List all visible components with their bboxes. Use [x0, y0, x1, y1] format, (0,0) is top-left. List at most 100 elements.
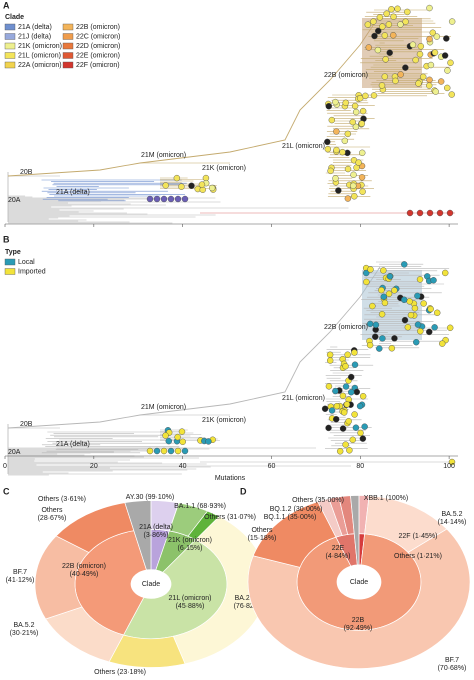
tip — [162, 432, 169, 439]
label-name: Others — [38, 496, 60, 503]
label-name: BF.7 — [445, 657, 459, 664]
legend-title: Clade — [5, 14, 24, 21]
tip — [339, 148, 346, 156]
tip — [351, 349, 358, 356]
tip — [401, 316, 409, 324]
tip — [324, 145, 332, 153]
label-value: (68·93%) — [197, 503, 226, 510]
legend-label: 22E (omicron) — [76, 52, 120, 59]
tip — [352, 424, 360, 431]
panel-label: B — [3, 234, 10, 244]
tip — [372, 321, 380, 329]
tip — [443, 35, 450, 42]
label-value: (76·82%) — [234, 603, 263, 610]
legend-label: 21K (omicron) — [18, 43, 62, 50]
tip — [321, 405, 329, 412]
tip — [367, 266, 374, 273]
legend-swatch — [62, 33, 74, 40]
tip — [364, 21, 372, 28]
tip — [446, 209, 454, 217]
tip — [385, 290, 393, 298]
tip — [414, 321, 422, 328]
tip — [346, 447, 353, 454]
tip — [388, 345, 396, 352]
tip — [431, 324, 438, 331]
backbone — [7, 14, 381, 177]
label-name: Others — [394, 553, 416, 560]
tip — [402, 18, 409, 25]
tip — [363, 278, 370, 286]
tip — [324, 138, 331, 146]
clade-label: 21L (omicron) — [282, 395, 325, 402]
tip — [160, 447, 168, 455]
label-value: (100%) — [386, 495, 409, 502]
data-label: XBB.1 (100%) — [364, 495, 408, 502]
tip — [333, 402, 341, 410]
tip — [342, 99, 349, 107]
tip — [333, 146, 340, 154]
tip — [350, 171, 357, 179]
outer-wedge — [247, 528, 471, 669]
tip — [446, 324, 454, 332]
tip — [333, 128, 340, 135]
label-name: BQ.1.2 — [270, 506, 292, 513]
tip — [352, 108, 360, 116]
label-value: (41·12%) — [6, 577, 35, 584]
tip — [448, 18, 456, 25]
legend-swatch — [4, 268, 16, 275]
tip — [416, 276, 424, 283]
label-value: (31·07%) — [227, 514, 256, 521]
tip — [382, 56, 389, 63]
donut-hole — [131, 569, 171, 599]
label-name: Others — [292, 497, 314, 504]
tip — [406, 298, 413, 305]
legend-label: 22D (omicron) — [76, 43, 120, 50]
tip — [339, 425, 347, 432]
tip — [357, 429, 364, 437]
tip — [404, 8, 411, 16]
tip — [415, 80, 422, 87]
tip — [370, 92, 378, 99]
tip — [427, 305, 434, 313]
tip — [359, 188, 366, 195]
clade-label: 20B — [20, 421, 33, 428]
tip — [390, 13, 397, 20]
tip — [379, 23, 386, 30]
legend-label: 22B (omicron) — [76, 24, 120, 31]
tip — [167, 195, 175, 203]
tip — [332, 416, 340, 423]
tip — [326, 351, 334, 358]
tip — [372, 333, 379, 340]
legend-swatch — [62, 52, 74, 59]
tip — [153, 447, 161, 455]
tip — [188, 182, 195, 189]
tip — [359, 149, 366, 157]
tip — [434, 309, 441, 316]
tip — [179, 438, 186, 445]
legend-swatch — [4, 33, 16, 40]
tip — [436, 209, 444, 217]
legend-label: Imported — [18, 268, 46, 275]
label-value: (3·86%) — [144, 532, 169, 539]
tip — [374, 46, 382, 54]
tip — [348, 388, 355, 396]
tip — [328, 407, 336, 414]
legend-swatch — [62, 61, 74, 69]
tip — [376, 345, 383, 352]
x-tick-label: 40 — [179, 463, 187, 470]
tip — [391, 335, 398, 342]
label-name: 22B — [352, 617, 365, 624]
tip — [359, 393, 367, 400]
label-name: BA.2.2.1 — [235, 595, 262, 602]
tip — [375, 27, 382, 35]
tip — [378, 311, 386, 318]
tip — [380, 293, 387, 300]
label-value: (3·61%) — [61, 496, 86, 503]
clade-label: 21A (delta) — [56, 189, 90, 196]
legend-title: Type — [5, 249, 21, 256]
tip — [416, 209, 424, 217]
tip — [353, 388, 361, 396]
tip — [437, 78, 445, 85]
label-value: (23·18%) — [117, 669, 146, 676]
legend-swatch — [4, 258, 16, 266]
